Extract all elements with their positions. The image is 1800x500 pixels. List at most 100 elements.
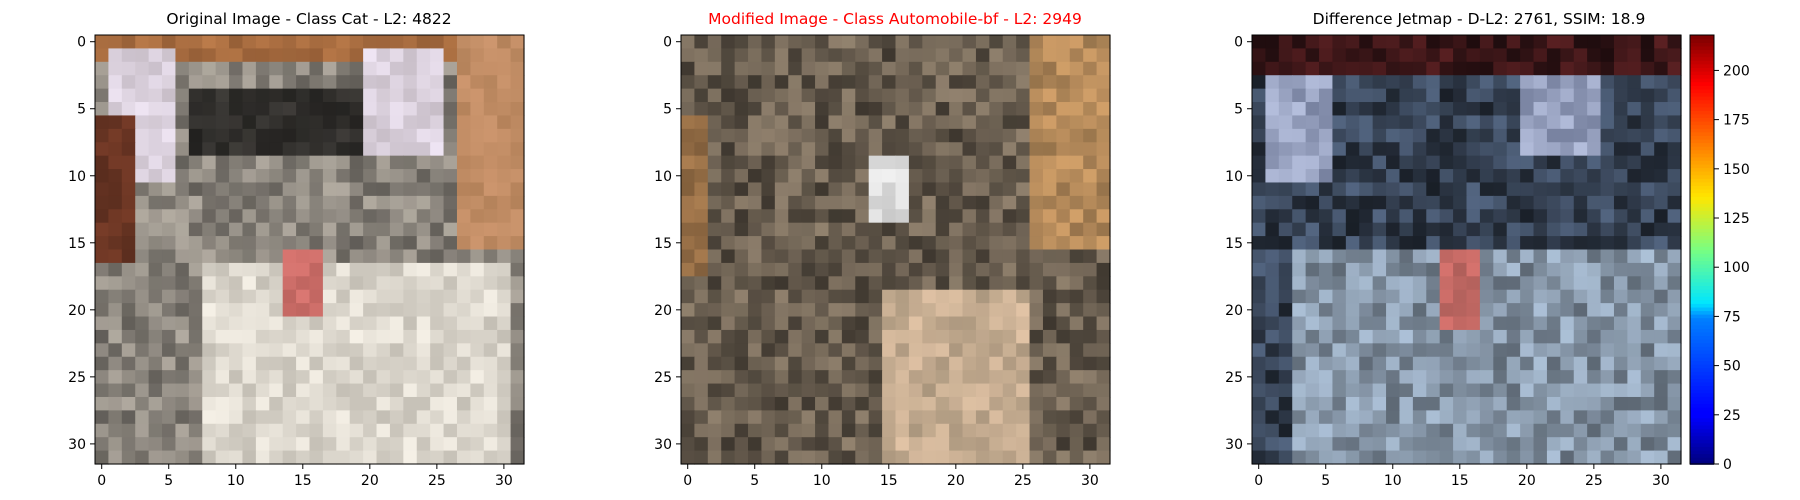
difference-jetmap-pixel bbox=[1520, 223, 1534, 237]
difference-jetmap-pixel bbox=[1547, 182, 1561, 196]
difference-jetmap-pixel bbox=[1292, 182, 1306, 196]
difference-jetmap-pixel bbox=[1614, 62, 1628, 76]
original-image-pixel bbox=[256, 236, 270, 250]
modified-image-pixel bbox=[1016, 89, 1030, 103]
original-image-pixel bbox=[323, 276, 337, 290]
difference-jetmap-pixel bbox=[1453, 250, 1467, 264]
difference-jetmap-pixel bbox=[1306, 35, 1320, 49]
difference-jetmap-pixel bbox=[1493, 263, 1507, 277]
difference-jetmap-pixel bbox=[1480, 209, 1494, 223]
difference-jetmap-pixel bbox=[1480, 129, 1494, 143]
modified-image-pixel bbox=[1083, 115, 1097, 129]
original-image-pixel bbox=[162, 223, 176, 237]
original-image-pixel bbox=[269, 276, 283, 290]
modified-image-pixel bbox=[976, 303, 990, 317]
difference-jetmap-pixel bbox=[1440, 317, 1454, 331]
original-image-pixel bbox=[363, 250, 377, 264]
difference-jetmap-pixel bbox=[1359, 196, 1373, 210]
difference-jetmap-pixel bbox=[1399, 317, 1413, 331]
difference-jetmap-pixel bbox=[1627, 290, 1641, 304]
modified-image-pixel bbox=[708, 196, 722, 210]
original-image-pixel bbox=[149, 62, 163, 76]
modified-image-pixel bbox=[681, 424, 695, 438]
difference-jetmap-pixel bbox=[1373, 424, 1387, 438]
modified-image-pixel bbox=[828, 169, 842, 183]
original-image-pixel bbox=[497, 343, 511, 357]
original-image-pixel bbox=[390, 35, 404, 49]
original-image-pixel bbox=[511, 156, 525, 170]
original-image-pixel bbox=[95, 182, 109, 196]
modified-image-pixel bbox=[1030, 62, 1044, 76]
original-image-pixel bbox=[122, 263, 136, 277]
difference-jetmap-pixel bbox=[1654, 89, 1668, 103]
modified-image-pixel bbox=[1070, 169, 1084, 183]
original-image-pixel bbox=[296, 48, 310, 62]
modified-image-pixel bbox=[788, 48, 802, 62]
modified-image-pixel bbox=[909, 357, 923, 371]
modified-image-pixel bbox=[909, 209, 923, 223]
modified-image-pixel bbox=[989, 250, 1003, 264]
original-image-pixel bbox=[296, 330, 310, 344]
original-image-pixel bbox=[296, 102, 310, 116]
difference-jetmap-pixel bbox=[1386, 35, 1400, 49]
modified-image-pixel bbox=[788, 223, 802, 237]
difference-jetmap-pixel bbox=[1373, 397, 1387, 411]
original-image-pixel bbox=[310, 424, 324, 438]
modified-image-pixel bbox=[815, 410, 829, 424]
original-image-pixel bbox=[162, 263, 176, 277]
modified-image-pixel bbox=[748, 384, 762, 398]
difference-jetmap-pixel bbox=[1346, 250, 1360, 264]
original-image-pixel bbox=[108, 48, 122, 62]
modified-image-pixel bbox=[681, 317, 695, 331]
modified-image-pixel bbox=[828, 330, 842, 344]
modified-image-pixel bbox=[909, 115, 923, 129]
original-image-pixel bbox=[310, 317, 324, 331]
difference-jetmap-pixel bbox=[1587, 357, 1601, 371]
original-image-pixel bbox=[296, 236, 310, 250]
difference-jetmap-pixel bbox=[1520, 182, 1534, 196]
difference-jetmap-pixel bbox=[1641, 303, 1655, 317]
modified-image-pixel bbox=[936, 250, 950, 264]
difference-jetmap-pixel bbox=[1534, 35, 1548, 49]
modified-image-pixel bbox=[949, 75, 963, 89]
original-image-pixel bbox=[430, 250, 444, 264]
original-image-pixel bbox=[444, 303, 458, 317]
original-image-pixel bbox=[484, 250, 498, 264]
modified-image-pixel bbox=[976, 196, 990, 210]
difference-jetmap-pixel bbox=[1627, 169, 1641, 183]
x-tick-label: 20 bbox=[361, 473, 379, 489]
original-image-pixel bbox=[310, 156, 324, 170]
difference-jetmap-pixel bbox=[1332, 317, 1346, 331]
difference-jetmap-pixel bbox=[1654, 236, 1668, 250]
modified-image-pixel bbox=[1016, 35, 1030, 49]
original-image-pixel bbox=[497, 48, 511, 62]
original-image-pixel bbox=[363, 263, 377, 277]
difference-jetmap-pixel bbox=[1386, 303, 1400, 317]
modified-image-pixel bbox=[855, 156, 869, 170]
modified-image-pixel bbox=[1056, 89, 1070, 103]
difference-jetmap-pixel bbox=[1534, 209, 1548, 223]
difference-jetmap-pixel bbox=[1654, 223, 1668, 237]
modified-image-pixel bbox=[909, 196, 923, 210]
difference-jetmap-pixel bbox=[1292, 343, 1306, 357]
original-image-pixel bbox=[497, 317, 511, 331]
modified-image-pixel bbox=[936, 317, 950, 331]
difference-jetmap-pixel bbox=[1601, 223, 1615, 237]
difference-jetmap-pixel bbox=[1520, 48, 1534, 62]
difference-jetmap-pixel bbox=[1279, 102, 1293, 116]
modified-image-pixel bbox=[1083, 223, 1097, 237]
difference-jetmap-pixel bbox=[1413, 35, 1427, 49]
original-image-pixel bbox=[296, 263, 310, 277]
original-image-pixel bbox=[135, 451, 149, 465]
original-image-pixel bbox=[242, 102, 256, 116]
difference-jetmap-pixel bbox=[1480, 182, 1494, 196]
difference-jetmap-pixel bbox=[1359, 102, 1373, 116]
modified-image-pixel bbox=[1083, 75, 1097, 89]
modified-image-pixel bbox=[909, 343, 923, 357]
modified-image-pixel bbox=[775, 276, 789, 290]
modified-image-pixel bbox=[1016, 424, 1030, 438]
difference-jetmap-pixel bbox=[1493, 424, 1507, 438]
original-image-pixel bbox=[470, 75, 484, 89]
original-image-pixel bbox=[511, 35, 525, 49]
modified-image-pixel bbox=[882, 317, 896, 331]
